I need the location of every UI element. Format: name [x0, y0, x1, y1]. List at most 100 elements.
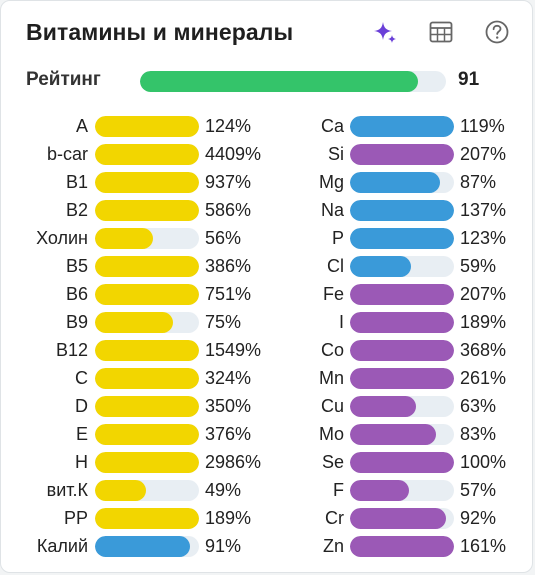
nutrient-name: b-car — [46, 144, 88, 164]
nutrient-bar — [350, 172, 454, 193]
nutrient-row: B5 386% — [1, 253, 271, 281]
nutrient-bar-fill — [350, 256, 412, 277]
nutrient-name: Холин — [36, 228, 88, 248]
nutrient-name: Fe — [322, 284, 344, 304]
nutrient-row: b-car 4409% — [1, 141, 271, 169]
nutrient-row: B6 751% — [1, 281, 271, 309]
table-icon[interactable] — [426, 17, 456, 47]
nutrient-name: Mg — [318, 172, 344, 192]
nutrient-row: Mn 261% — [271, 365, 535, 393]
nutrient-percent: 189% — [205, 508, 252, 528]
nutrient-bar-fill — [95, 480, 146, 501]
nutrient-percent: 207% — [460, 144, 507, 164]
nutrient-bar — [350, 452, 454, 473]
nutrient-name: B2 — [65, 200, 88, 220]
nutrient-percent: 137% — [460, 200, 507, 220]
minerals-column: Ca 119% Si 207% Mg 87% Na 137% P 123% Cl 59% Fe 207% I… — [271, 113, 535, 561]
nutrient-row: B1 937% — [1, 169, 271, 197]
nutrient-bar — [350, 312, 454, 333]
nutrient-row: Cl 59% — [271, 253, 535, 281]
nutrient-bar — [350, 396, 454, 417]
card-header: Витамины и минералы — [26, 15, 512, 49]
nutrient-name: A — [75, 116, 88, 136]
rating-value: 91 — [458, 69, 480, 90]
nutrient-bar-fill — [95, 228, 154, 249]
nutrient-percent: 75% — [205, 312, 242, 332]
nutrient-bar-fill — [350, 144, 454, 165]
nutrient-bar — [350, 200, 454, 221]
nutrient-row: C 324% — [1, 365, 271, 393]
nutrient-bar-fill — [350, 228, 454, 249]
nutrient-row: A 124% — [1, 113, 271, 141]
nutrient-bar-fill — [95, 312, 173, 333]
nutrient-percent: 368% — [460, 340, 507, 360]
nutrient-name: F — [333, 480, 344, 500]
nutrient-name: B1 — [65, 172, 88, 192]
rating-label: Рейтинг — [26, 69, 101, 90]
nutrient-bar — [95, 508, 199, 529]
nutrient-bar — [95, 396, 199, 417]
nutrient-row: Na 137% — [271, 197, 535, 225]
nutrient-name: Cu — [320, 396, 344, 416]
nutrient-bar — [95, 368, 199, 389]
rating-row: Рейтинг 91 — [26, 67, 496, 95]
nutrient-row: PP 189% — [1, 505, 271, 533]
nutrient-bar — [350, 368, 454, 389]
nutrient-name: B6 — [65, 284, 88, 304]
sparkle-icon[interactable] — [370, 17, 400, 47]
nutrient-name: D — [75, 396, 88, 416]
nutrient-bar-fill — [95, 116, 199, 137]
nutrient-row: Fe 207% — [271, 281, 535, 309]
nutrient-row: Ca 119% — [271, 113, 535, 141]
nutrient-bar — [95, 452, 199, 473]
card-title: Витамины и минералы — [26, 18, 294, 45]
nutrient-bar — [350, 340, 454, 361]
nutrient-name: Cr — [325, 508, 344, 528]
nutrient-percent: 937% — [205, 172, 252, 192]
nutrient-row: I 189% — [271, 309, 535, 337]
nutrient-bar — [350, 424, 454, 445]
nutrient-bar-fill — [95, 340, 199, 361]
nutrient-name: Na — [320, 200, 344, 220]
nutrient-bar-fill — [95, 536, 190, 557]
nutrient-name: B9 — [65, 312, 88, 332]
nutrient-percent: 49% — [205, 480, 242, 500]
nutrient-percent: 324% — [205, 368, 252, 388]
nutrient-bar-fill — [350, 452, 454, 473]
nutrient-percent: 4409% — [205, 144, 262, 164]
nutrient-bar — [95, 480, 199, 501]
nutrient-bar-fill — [95, 452, 199, 473]
nutrient-bar — [350, 536, 454, 557]
nutrient-percent: 751% — [205, 284, 252, 304]
nutrient-name: Si — [327, 144, 344, 164]
nutrient-bar — [350, 480, 454, 501]
nutrient-row: D 350% — [1, 393, 271, 421]
nutrient-row: B9 75% — [1, 309, 271, 337]
nutrient-percent: 63% — [460, 396, 497, 416]
nutrient-percent: 350% — [205, 396, 252, 416]
nutrient-bar-fill — [350, 116, 454, 137]
nutrient-percent: 91% — [205, 536, 242, 556]
nutrient-row: F 57% — [271, 477, 535, 505]
nutrient-name: B5 — [65, 256, 88, 276]
nutrient-bar-fill — [95, 200, 199, 221]
nutrient-bar-fill — [95, 508, 199, 529]
nutrient-bar-fill — [350, 340, 454, 361]
nutrient-bar-fill — [350, 508, 446, 529]
vitamins-column: A 124% b-car 4409% B1 937% B2 586% Холин 56% B5 386… — [1, 113, 271, 561]
nutrient-row: Mg 87% — [271, 169, 535, 197]
nutrient-bar-fill — [95, 396, 199, 417]
nutrient-bar-fill — [95, 172, 199, 193]
nutrient-percent: 56% — [205, 228, 242, 248]
nutrient-name: E — [75, 424, 88, 444]
rating-bar-fill — [140, 71, 419, 92]
nutrient-row: H 2986% — [1, 449, 271, 477]
help-icon[interactable] — [482, 17, 512, 47]
nutrient-bar — [350, 284, 454, 305]
nutrient-name: PP — [63, 508, 88, 528]
nutrient-percent: 207% — [460, 284, 507, 304]
nutrient-bar-fill — [95, 424, 199, 445]
nutrient-name: C — [75, 368, 88, 388]
nutrient-row: Cu 63% — [271, 393, 535, 421]
